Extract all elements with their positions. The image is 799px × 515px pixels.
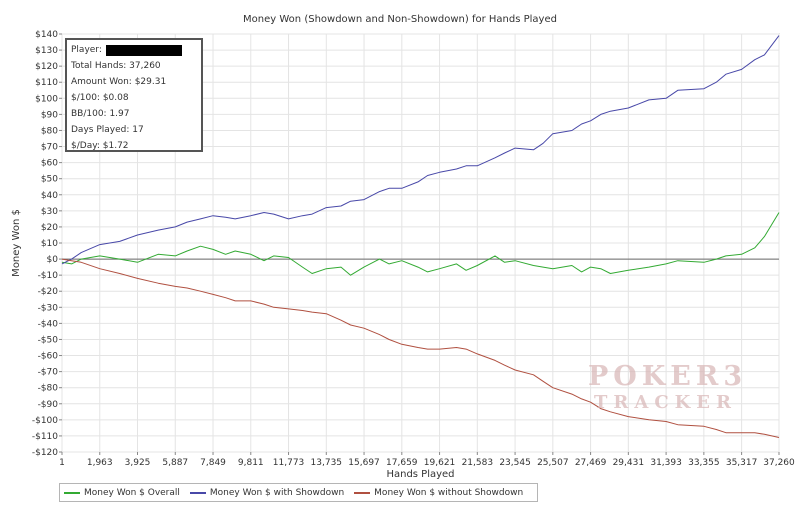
x-tick-label: 1,963 [87,458,113,468]
legend-item-overall: Money Won $ Overall [64,488,180,498]
y-tick-label: -$110 [32,432,58,442]
legend-label-showdown: Money Won $ with Showdown [209,487,345,498]
y-axis: -$120 -$110 -$100 -$90 -$80 -$70 -$60 -$50 -$40 -… [32,30,62,458]
x-axis: 1 1,963 3,925 5,887 7,849 9,811 11,773 13,735 15… [59,452,795,468]
y-tick-label: -$80 [38,384,59,394]
y-tick-label: -$120 [32,448,58,458]
y-tick-label: -$20 [38,287,59,297]
x-tick-label: 37,260 [763,458,795,468]
x-tick-label: 17,659 [386,458,418,468]
series-line-overall [61,212,780,276]
legend-label-overall: Money Won $ Overall [84,487,180,498]
x-tick-label: 1 [59,458,65,468]
x-tick-label: 25,507 [537,458,569,468]
y-tick-label: $20 [41,223,58,233]
y-tick-label: -$30 [38,303,59,313]
info-per-day: $/Day: $1.72 [71,141,129,151]
legend-label-non-showdown: Money Won $ without Showdown [374,487,524,498]
y-tick-label: $70 [41,143,58,153]
x-tick-label: 5,887 [162,458,188,468]
x-tick-label: 19,621 [424,458,456,468]
x-tick-label: 11,773 [273,458,305,468]
stats-info-box: Player: Total Hands: 37,260 Amount Won: … [65,38,203,152]
series-line-without-showdown [61,258,780,438]
legend-swatch-overall [64,491,80,494]
x-tick-label: 13,735 [311,458,343,468]
y-tick-label: -$10 [38,271,59,281]
y-axis-label: Money Won $ [11,209,22,277]
y-tick-label: $110 [35,78,58,88]
y-tick-label: -$50 [38,335,59,345]
redacted-player-name [105,44,182,56]
y-tick-label: -$70 [38,368,59,378]
y-tick-label: -$90 [38,400,59,410]
x-tick-label: 33,355 [688,458,720,468]
y-tick-label: $140 [35,30,58,40]
watermark-line1: POKER [588,361,724,392]
chart-title: Money Won (Showdown and Non-Showdown) fo… [243,14,557,25]
x-tick-label: 7,849 [200,458,226,468]
info-player-label: Player: [71,45,102,55]
x-tick-label: 15,697 [348,458,380,468]
x-tick-label: 9,811 [238,458,264,468]
info-player-row: Player: [71,42,197,58]
y-tick-label: $120 [35,62,58,72]
info-per-100: $/100: $0.08 [71,93,129,103]
y-tick-label: $0 [47,255,59,265]
info-days-played: Days Played: 17 [71,125,144,135]
y-tick-label: $90 [41,110,58,120]
x-tick-label: 23,545 [499,458,531,468]
y-tick-label: -$100 [32,416,58,426]
y-tick-label: $60 [41,159,58,169]
y-tick-label: -$60 [38,352,59,362]
y-tick-label: $50 [41,175,58,185]
chart-legend: Money Won $ Overall Money Won $ with Sho… [59,483,539,502]
series-line-with-showdown [61,35,780,265]
grid-lines [61,33,780,453]
y-tick-label: $130 [35,46,58,56]
y-tick-label: $100 [35,94,58,104]
legend-item-non-showdown: Money Won $ without Showdown [354,488,523,498]
x-tick-label: 29,431 [613,458,645,468]
x-tick-label: 21,583 [462,458,494,468]
legend-swatch-showdown [189,491,206,494]
series-layer [61,35,780,438]
info-total-hands: Total Hands: 37,260 [71,61,161,71]
watermark-digit: 3 [723,361,748,392]
x-axis-label: Hands Played [386,469,454,480]
legend-item-showdown: Money Won $ with Showdown [189,487,345,498]
pokertracker-watermark: POKER3 TRACKER [588,362,758,422]
x-tick-label: 35,317 [726,458,758,468]
x-tick-label: 3,925 [125,458,151,468]
x-tick-label: 27,469 [575,458,607,468]
y-tick-label: $30 [41,207,58,217]
y-tick-label: -$40 [38,319,59,329]
watermark-line2: TRACKER [594,392,737,413]
info-amount-won: Amount Won: $29.31 [71,77,167,87]
y-tick-label: $10 [41,239,58,249]
x-tick-label: 31,393 [650,458,682,468]
y-tick-label: $80 [41,126,58,136]
legend-swatch-non-showdown [354,491,371,494]
info-bb-100: BB/100: 1.97 [71,109,130,119]
y-tick-label: $40 [41,191,58,201]
